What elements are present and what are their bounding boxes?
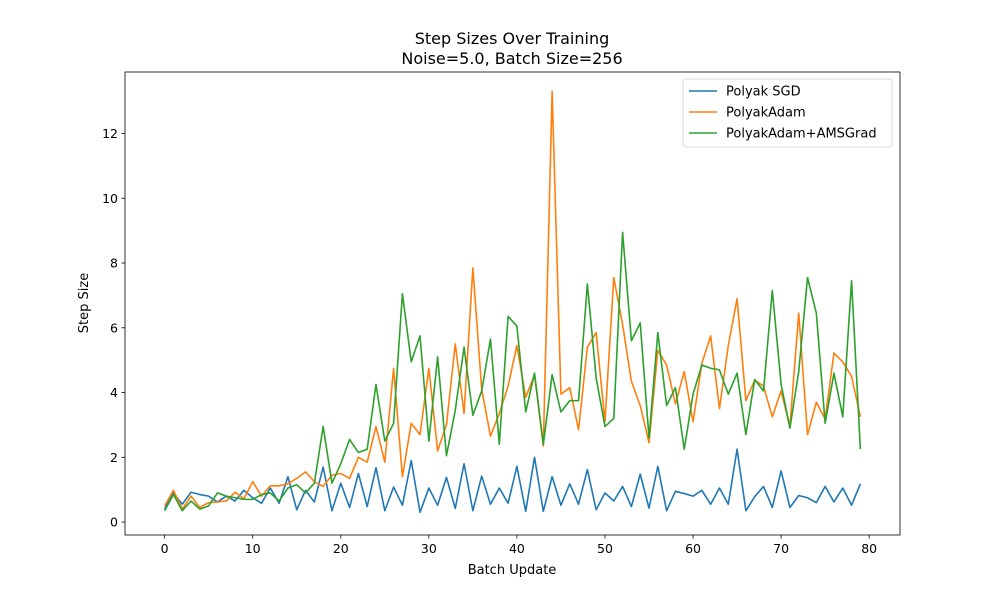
series-layer xyxy=(163,90,862,514)
y-tick-label: 2 xyxy=(110,450,118,465)
legend: Polyak SGD PolyakAdam PolyakAdam+AMSGrad xyxy=(682,78,893,148)
y-tick-label: 6 xyxy=(110,320,118,335)
x-tick-label: 70 xyxy=(773,541,789,556)
y-tick-label: 8 xyxy=(110,256,118,271)
x-tick-label: 0 xyxy=(161,541,169,556)
x-tick-label: 10 xyxy=(245,541,261,556)
chart-title: Step Sizes Over Training xyxy=(415,29,609,48)
legend-label-polyak-sgd: Polyak SGD xyxy=(726,85,801,100)
legend-box xyxy=(682,78,893,148)
legend-label-polyakadam: PolyakAdam xyxy=(726,106,806,121)
y-tick-label: 12 xyxy=(102,126,118,141)
y-tick-label: 0 xyxy=(110,515,118,530)
x-tick-label: 40 xyxy=(509,541,525,556)
x-tick-label: 20 xyxy=(333,541,349,556)
x-axis-label: Batch Update xyxy=(468,563,557,578)
y-axis-label: Step Size xyxy=(77,273,92,333)
y-tick-label: 4 xyxy=(110,385,118,400)
x-axis-ticks: 0 10 20 30 40 50 60 70 80 xyxy=(161,535,877,556)
y-axis-ticks: 0 2 4 6 8 10 12 xyxy=(102,126,125,530)
y-tick-label: 10 xyxy=(102,191,118,206)
x-tick-label: 60 xyxy=(685,541,701,556)
series-line-polyakadam-amsgrad xyxy=(163,231,862,512)
x-tick-label: 30 xyxy=(421,541,437,556)
legend-label-polyakadam-amsgrad: PolyakAdam+AMSGrad xyxy=(726,127,877,142)
chart-subtitle: Noise=5.0, Batch Size=256 xyxy=(401,49,622,68)
x-tick-label: 80 xyxy=(861,541,877,556)
x-tick-label: 50 xyxy=(597,541,613,556)
series-line-polyakadam xyxy=(163,90,862,510)
